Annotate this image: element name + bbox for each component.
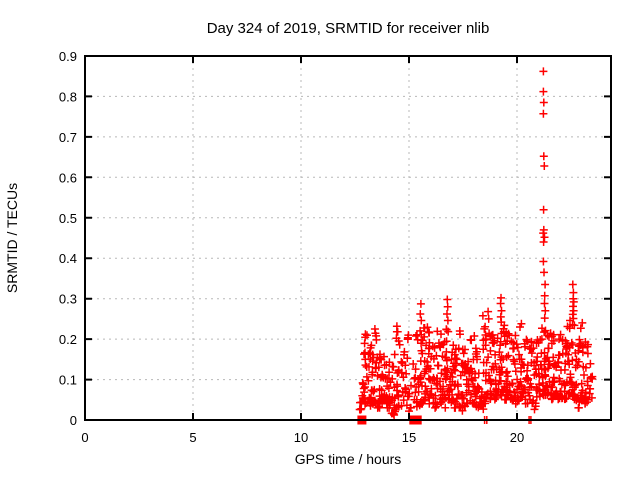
x-tick-label: 5 xyxy=(189,430,196,445)
tick-labels: 0 5 10 15 20 0 0.1 0.2 0.3 0.4 0.5 0.6 0.7 0.8 0.9 xyxy=(59,49,524,445)
x-tick-label: 0 xyxy=(81,430,88,445)
y-tick-label: 0.9 xyxy=(59,49,77,64)
grid-dotted-lines xyxy=(85,56,611,420)
y-tick-label: 0.5 xyxy=(59,211,77,226)
x-tick-label: 10 xyxy=(294,430,308,445)
axes-and-ticks xyxy=(84,55,612,421)
y-axis-label: SRMTID / TECUs xyxy=(4,183,20,293)
y-tick-label: 0.1 xyxy=(59,373,77,388)
y-tick-label: 0.6 xyxy=(59,170,77,185)
x-tick-label: 15 xyxy=(402,430,416,445)
y-tick-label: 0.8 xyxy=(59,89,77,104)
x-axis-label: GPS time / hours xyxy=(295,451,402,467)
plot-border xyxy=(84,55,612,421)
gridlines xyxy=(85,56,611,420)
x-tick-label: 20 xyxy=(510,430,524,445)
y-tick-label: 0.4 xyxy=(59,251,77,266)
y-tick-label: 0.2 xyxy=(59,332,77,347)
chart-title: Day 324 of 2019, SRMTID for receiver nli… xyxy=(207,20,490,37)
y-tick-label: 0.3 xyxy=(59,292,77,307)
y-tick-label: 0 xyxy=(70,413,77,428)
scatter-outlier-plus-markers xyxy=(361,67,587,424)
y-tick-label: 0.7 xyxy=(59,130,77,145)
scatter-cloud-plus-markers xyxy=(355,320,597,419)
